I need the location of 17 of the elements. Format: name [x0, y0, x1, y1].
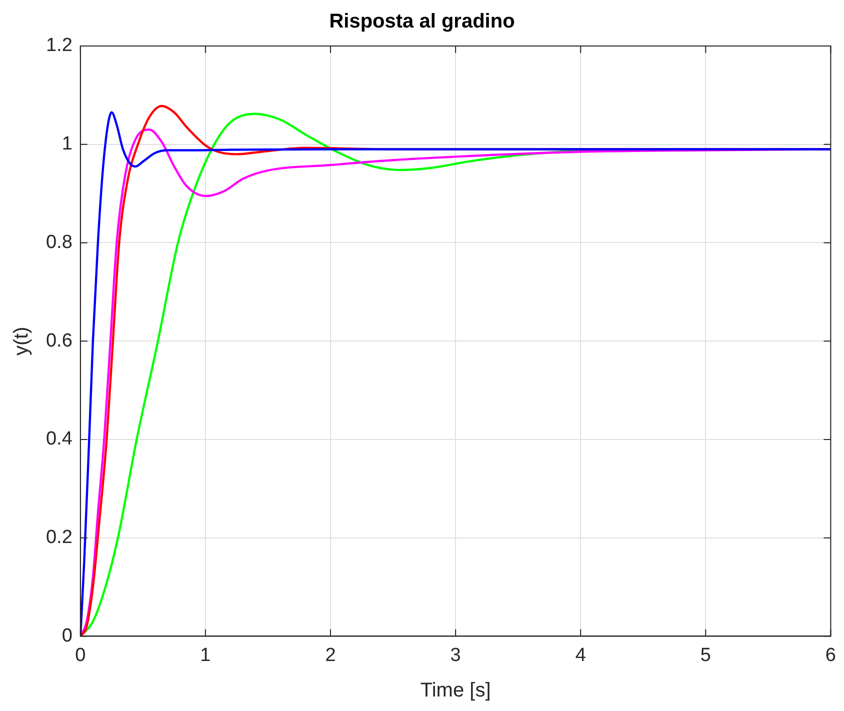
- x-tick-label: 2: [325, 644, 336, 666]
- x-tick-label: 3: [450, 644, 461, 666]
- y-tick-label: 1.2: [46, 35, 72, 56]
- x-tick-label: 4: [575, 644, 586, 666]
- y-tick-label: 1: [62, 134, 72, 155]
- x-axis-title: Time [s]: [420, 680, 491, 702]
- y-tick-label: 0.4: [46, 428, 73, 450]
- x-tick-label: 1: [200, 644, 211, 666]
- x-tick-label: 6: [825, 644, 836, 666]
- y-tick-label: 0.8: [46, 232, 72, 253]
- x-tick-label: 0: [75, 644, 86, 666]
- y-axis-title: y(t): [10, 326, 33, 356]
- chart-title: Risposta al gradino: [329, 10, 515, 33]
- y-tick-label: 0: [62, 625, 72, 646]
- x-tick-label: 5: [700, 644, 711, 666]
- y-tick-label: 0.2: [46, 527, 72, 548]
- y-tick-label: 0.6: [46, 330, 72, 352]
